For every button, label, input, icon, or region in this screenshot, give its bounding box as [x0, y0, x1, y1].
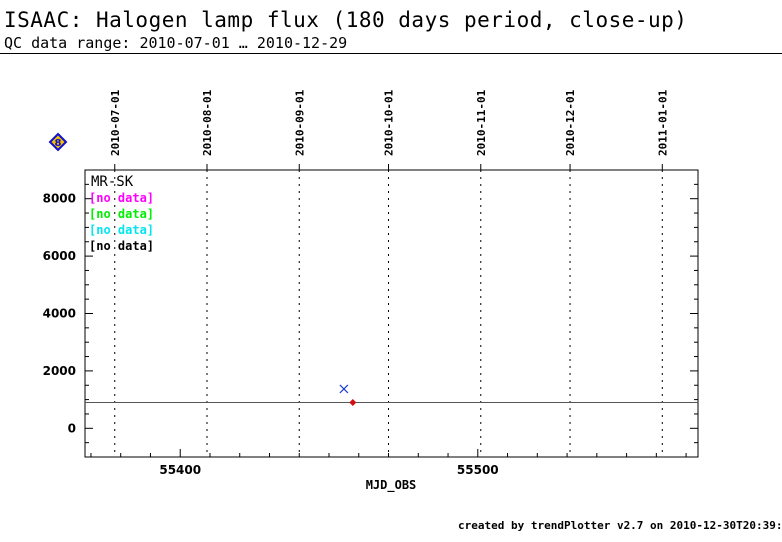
x-axis-title: MJD_OBS [366, 478, 417, 493]
y-tick-label: 0 [68, 421, 76, 435]
date-label: 2010-09-01 [293, 89, 306, 156]
legend-entry: [no data] [89, 191, 154, 205]
date-label: 2010-12-01 [564, 89, 577, 156]
y-tick-label: 6000 [43, 249, 76, 263]
date-label: 2010-07-01 [109, 89, 122, 156]
badge-glyph: 8 [55, 138, 62, 149]
legend-entry: [no data] [89, 207, 154, 221]
date-label: 2011-01-01 [656, 89, 669, 156]
header-divider [0, 53, 782, 54]
data-point-diamond [349, 398, 357, 406]
chart-subtitle: QC data range: 2010-07-01 … 2010-12-29 [4, 34, 348, 52]
legend-entry: [no data] [89, 223, 154, 237]
y-tick-label: 2000 [43, 364, 76, 378]
date-label: 2010-11-01 [475, 89, 488, 156]
legend-entry: [no data] [89, 239, 154, 253]
credit-line: created by trendPlotter v2.7 on 2010-12-… [458, 519, 782, 532]
badge-icon: 8 [48, 132, 68, 152]
date-label: 2010-10-01 [383, 89, 396, 156]
date-label: 2010-08-01 [201, 89, 214, 156]
y-tick-label: 4000 [43, 307, 76, 321]
plot-frame [84, 169, 699, 458]
data-point-cross [339, 384, 349, 394]
y-tick-label: 8000 [43, 192, 76, 206]
chart-title: ISAAC: Halogen lamp flux (180 days perio… [4, 8, 688, 32]
x-tick-label: 55400 [159, 463, 201, 477]
legend-title: MR-SK [91, 174, 134, 190]
x-tick-label: 55500 [457, 463, 499, 477]
